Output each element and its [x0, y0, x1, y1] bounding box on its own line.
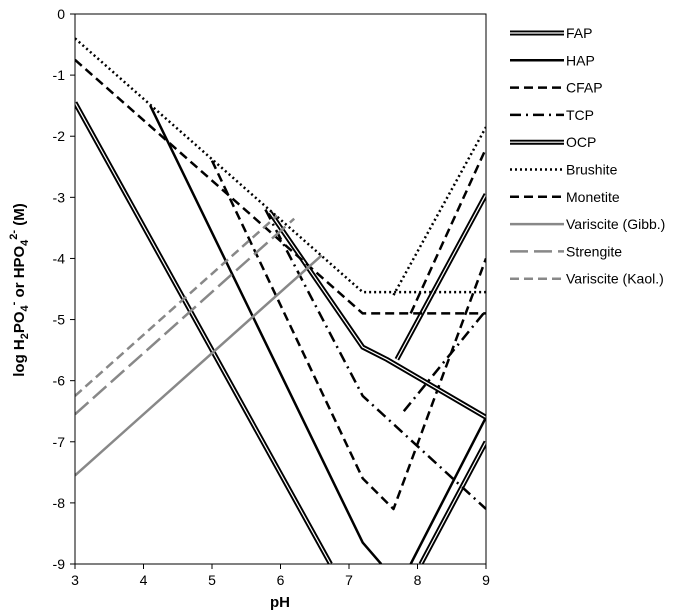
series-cfap-line-4-stroke [210, 160, 486, 511]
y-tick-label: 0 [57, 6, 65, 22]
x-tick-label: 8 [414, 572, 422, 588]
x-tick-label: 4 [140, 572, 148, 588]
series-fap-line-1-inner [420, 441, 486, 564]
legend-label-strengite: Strengite [566, 243, 622, 259]
y-tick-label: -9 [53, 556, 66, 572]
series-brushite-line-10 [392, 126, 486, 296]
series-strengite-line-14 [75, 217, 296, 416]
series-hap-line-3 [409, 416, 486, 564]
x-tick-label: 9 [482, 572, 490, 588]
legend-item-variscite-kaol: Variscite (Kaol.) [510, 271, 664, 287]
series-brushite-line-9 [75, 37, 486, 294]
series-fap-line-0 [75, 101, 333, 564]
x-tick-label: 5 [208, 572, 216, 588]
y-tick-label: -5 [53, 312, 66, 328]
series-ocp-line-8 [394, 193, 486, 361]
legend-label-cfap: CFAP [566, 80, 603, 96]
series-brushite-line-9-stroke [75, 37, 486, 294]
legend-label-fap: FAP [566, 25, 592, 41]
legend-label-ocp: OCP [566, 134, 596, 150]
series-monetite-line-11 [75, 58, 486, 315]
series-variscite-kaol-line-15-stroke [75, 214, 278, 397]
legend-item-brushite: Brushite [510, 162, 618, 178]
legend-item-tcp: TCP [510, 107, 594, 123]
legend-item-hap: HAP [510, 52, 595, 68]
y-tick-label: -3 [53, 189, 66, 205]
series-brushite-line-10-stroke [392, 126, 486, 296]
y-tick-label: -8 [53, 495, 66, 511]
x-tick-label: 3 [71, 572, 79, 588]
legend-item-strengite: Strengite [510, 243, 622, 259]
legend-label-hap: HAP [566, 52, 595, 68]
series-hap-line-3-stroke [409, 416, 486, 564]
series-tcp-line-6-stroke [402, 309, 486, 412]
y-tick-label: -1 [53, 67, 66, 83]
y-axis-title: log H2PO4- or HPO42- (M) [8, 203, 31, 377]
legend-label-brushite: Brushite [566, 162, 618, 178]
legend-label-tcp: TCP [566, 107, 594, 123]
legend-label-monetite: Monetite [566, 189, 620, 205]
series-monetite-line-11-stroke [75, 58, 486, 315]
series-tcp-line-5 [264, 209, 486, 510]
series-cfap-line-4 [210, 160, 486, 511]
x-tick-label: 7 [345, 572, 353, 588]
series-strengite-line-14-stroke [75, 217, 296, 416]
y-tick-label: -4 [53, 250, 66, 266]
series-tcp-line-5-stroke [264, 209, 486, 510]
series-ocp-line-7 [268, 211, 486, 420]
series-ocp-line-7-stroke [268, 211, 486, 420]
series-variscite-gibb-line-13-stroke [75, 254, 323, 477]
series-hap-line-2 [149, 105, 383, 564]
legend: FAP HAP CFAP TCP OCP Brushite Monetite Variscit… [510, 25, 665, 287]
series-monetite-line-12-stroke [409, 147, 486, 314]
series-layer [75, 37, 486, 564]
series-monetite-line-12 [409, 147, 486, 314]
legend-item-variscite-gibb: Variscite (Gibb.) [510, 216, 665, 232]
x-tick-label: 6 [277, 572, 285, 588]
series-variscite-kaol-line-15 [75, 214, 278, 397]
series-variscite-gibb-line-13 [75, 254, 323, 477]
series-hap-line-2-stroke [149, 105, 383, 564]
series-tcp-line-6 [402, 309, 486, 412]
legend-item-fap: FAP [510, 25, 592, 41]
legend-item-ocp: OCP [510, 134, 596, 150]
series-ocp-line-8-inner [396, 194, 486, 360]
y-tick-label: -6 [53, 373, 66, 389]
series-fap-line-1 [418, 440, 486, 564]
y-tick-label: -7 [53, 434, 66, 450]
legend-item-cfap: CFAP [510, 80, 603, 96]
axis-ticks: 3 4 5 6 7 8 9 0 -1 -2 -3 -4 -5 -6 -7 -8 -9 [53, 6, 491, 588]
legend-label-variscite-gibb: Variscite (Gibb.) [566, 216, 665, 232]
y-tick-label: -2 [53, 128, 66, 144]
series-fap-line-0-inner [75, 102, 332, 564]
legend-item-monetite: Monetite [510, 189, 620, 205]
x-axis-title: pH [270, 594, 290, 611]
legend-label-variscite-kaol: Variscite (Kaol.) [566, 271, 664, 287]
plot-area-frame [74, 13, 487, 565]
series-ocp-line-7-inner [269, 212, 486, 418]
